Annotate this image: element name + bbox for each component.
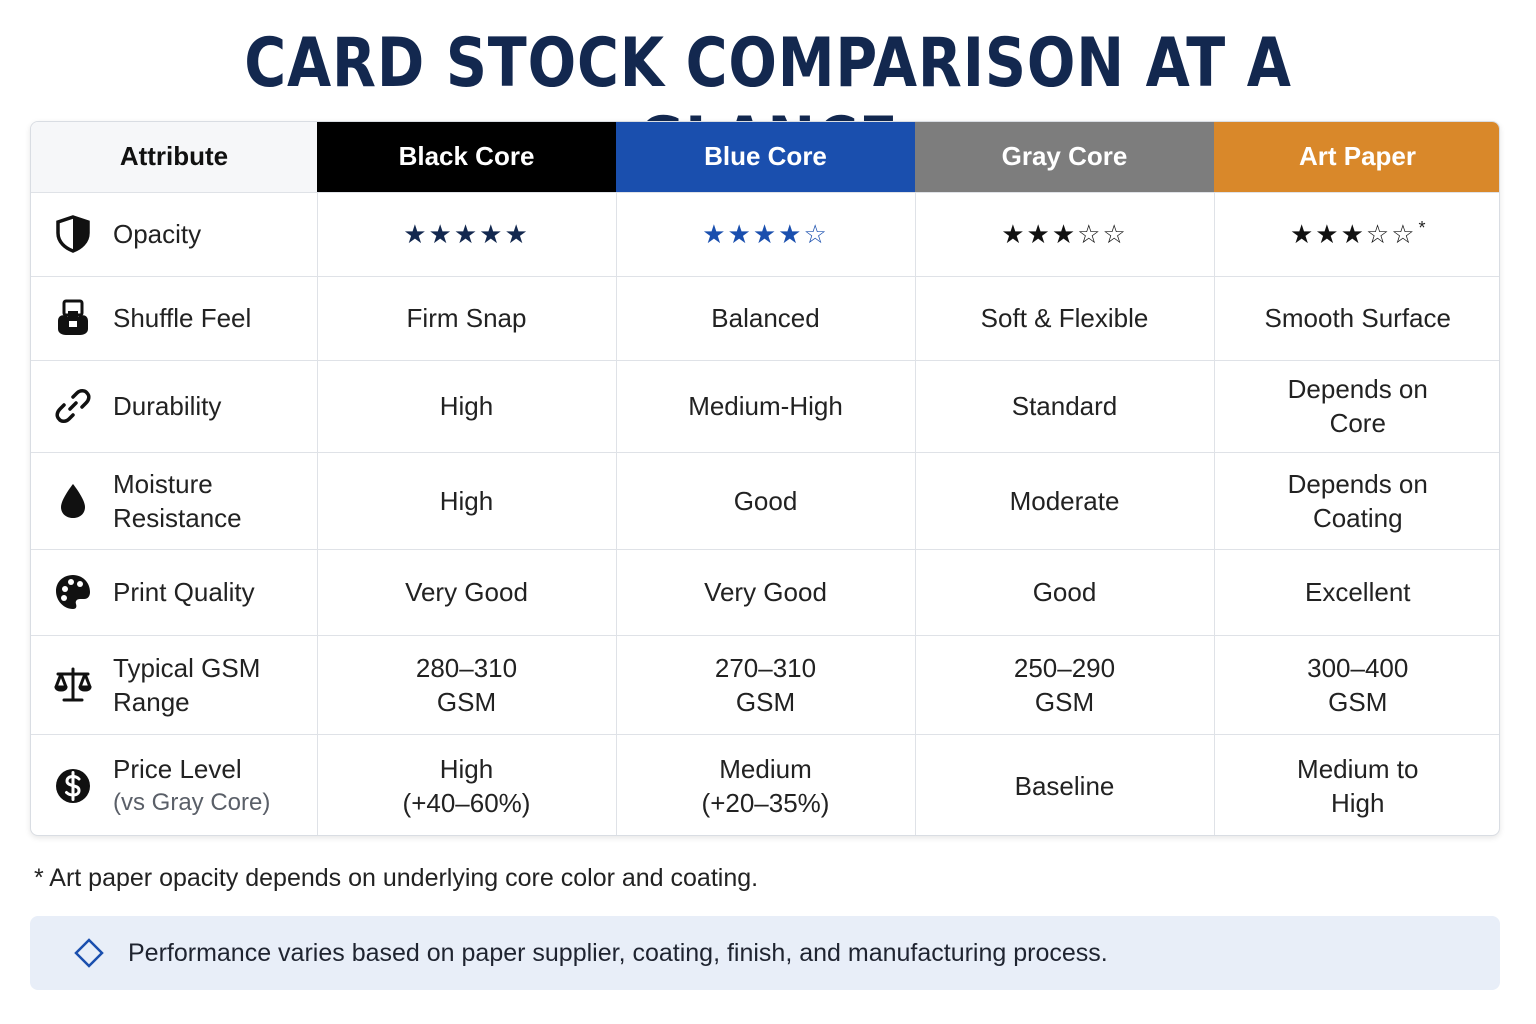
cell-line: Medium to bbox=[1297, 753, 1419, 784]
attribute-sublabel: (vs Gray Core) bbox=[113, 788, 271, 816]
cell-line: High bbox=[439, 753, 494, 784]
link-icon bbox=[53, 386, 93, 426]
comparison-table: Attribute Black Core Blue Core Gray Core… bbox=[30, 121, 1500, 836]
diamond-icon bbox=[74, 938, 104, 968]
table-row-durability: Durability High Medium-High Standard Dep… bbox=[31, 359, 1499, 452]
attribute-cell: Print Quality bbox=[31, 548, 317, 635]
star-rating: ★★★★☆ bbox=[702, 219, 829, 250]
cell-art-moisture: Depends on Coating bbox=[1213, 451, 1499, 549]
star-rating: ★★★☆☆ bbox=[1001, 219, 1128, 250]
cell-line: 250–290 bbox=[1013, 652, 1116, 683]
table-header-row: Attribute Black Core Blue Core Gray Core… bbox=[31, 122, 1499, 192]
cell-art-print: Excellent bbox=[1213, 548, 1499, 635]
cell-art-opacity: ★★★☆☆ * bbox=[1213, 191, 1499, 276]
cell-blue-print: Very Good bbox=[615, 548, 915, 635]
table-row-print-quality: Print Quality Very Good Very Good Good E… bbox=[31, 548, 1499, 635]
palette-icon bbox=[53, 572, 93, 612]
header-blue-core: Blue Core bbox=[616, 122, 915, 192]
cell-gray-print: Good bbox=[914, 548, 1214, 635]
table-row-shuffle-feel: Shuffle Feel Firm Snap Balanced Soft & F… bbox=[31, 275, 1499, 360]
cell-gray-price: Baseline bbox=[914, 733, 1214, 835]
star-rating: ★★★★★ bbox=[403, 219, 530, 250]
cell-gray-durability: Standard bbox=[914, 359, 1214, 452]
attribute-label: Opacity bbox=[113, 219, 202, 249]
banner-text: Performance varies based on paper suppli… bbox=[128, 938, 1108, 967]
attribute-cell: Opacity bbox=[31, 191, 317, 276]
cell-art-price: Medium to High bbox=[1213, 733, 1499, 835]
cell-line: Depends on bbox=[1287, 468, 1428, 499]
cell-line: 280–310 bbox=[415, 652, 518, 683]
cell-gray-opacity: ★★★☆☆ bbox=[914, 191, 1214, 276]
attribute-label: Shuffle Feel bbox=[113, 303, 252, 333]
attribute-label: Price Level bbox=[113, 753, 242, 784]
cell-art-gsm: 300–400 GSM bbox=[1213, 634, 1499, 734]
attribute-cell: Moisture Resistance bbox=[31, 451, 317, 549]
cell-blue-price: Medium (+20–35%) bbox=[615, 733, 915, 835]
info-banner: Performance varies based on paper suppli… bbox=[30, 916, 1500, 990]
header-attribute: Attribute bbox=[31, 122, 317, 192]
header-black-core: Black Core bbox=[317, 122, 616, 192]
cell-art-shuffle: Smooth Surface bbox=[1213, 275, 1499, 360]
shield-icon bbox=[53, 214, 93, 254]
cell-line: Core bbox=[1329, 408, 1386, 438]
attribute-cell: Shuffle Feel bbox=[31, 275, 317, 360]
cell-blue-gsm: 270–310 GSM bbox=[615, 634, 915, 734]
table-row-opacity: Opacity ★★★★★ ★★★★☆ ★★★☆☆ ★★★☆☆ * bbox=[31, 191, 1499, 276]
cell-black-durability: High bbox=[316, 359, 616, 452]
attribute-label: Print Quality bbox=[113, 577, 255, 607]
cell-line: 300–400 bbox=[1307, 652, 1409, 683]
attribute-label: Range bbox=[113, 686, 190, 717]
water-drop-icon bbox=[53, 481, 93, 521]
cell-blue-shuffle: Balanced bbox=[615, 275, 915, 360]
header-art-paper: Art Paper bbox=[1214, 122, 1499, 192]
cell-line: Coating bbox=[1312, 502, 1403, 533]
cell-line: (+20–35%) bbox=[701, 787, 830, 818]
attribute-cell: Typical GSM Range bbox=[31, 634, 317, 734]
table-row-moisture-resistance: Moisture Resistance High Good Moderate D… bbox=[31, 451, 1499, 549]
cell-blue-moisture: Good bbox=[615, 451, 915, 549]
cell-line: GSM bbox=[1034, 686, 1095, 717]
cell-black-moisture: High bbox=[316, 451, 616, 549]
attribute-label: Durability bbox=[113, 391, 222, 421]
attribute-label: Moisture bbox=[113, 468, 213, 499]
attribute-cell: Price Level (vs Gray Core) bbox=[31, 733, 317, 835]
attribute-cell: Durability bbox=[31, 359, 317, 452]
cell-art-durability: Depends on Core bbox=[1213, 359, 1499, 452]
cell-blue-opacity: ★★★★☆ bbox=[615, 191, 915, 276]
table-row-price-level: Price Level (vs Gray Core) High (+40–60%… bbox=[31, 733, 1499, 835]
cell-blue-durability: Medium-High bbox=[615, 359, 915, 452]
cell-line: Medium bbox=[719, 753, 812, 784]
cell-black-opacity: ★★★★★ bbox=[316, 191, 616, 276]
footnote-marker: * bbox=[1418, 217, 1426, 238]
cell-black-price: High (+40–60%) bbox=[316, 733, 616, 835]
cell-line: Depends on bbox=[1287, 374, 1428, 404]
star-rating: ★★★☆☆ bbox=[1289, 219, 1417, 250]
scale-icon bbox=[53, 665, 93, 705]
attribute-label: Resistance bbox=[113, 502, 242, 533]
cell-black-print: Very Good bbox=[316, 548, 616, 635]
cell-line: GSM bbox=[436, 686, 497, 717]
cell-gray-shuffle: Soft & Flexible bbox=[914, 275, 1214, 360]
header-gray-core: Gray Core bbox=[915, 122, 1214, 192]
cell-gray-gsm: 250–290 GSM bbox=[914, 634, 1214, 734]
cell-line: 270–310 bbox=[714, 652, 817, 683]
hand-cards-icon bbox=[53, 298, 93, 338]
cell-line: GSM bbox=[735, 686, 796, 717]
table-row-gsm-range: Typical GSM Range 280–310 GSM 270–310 GS… bbox=[31, 634, 1499, 734]
cell-gray-moisture: Moderate bbox=[914, 451, 1214, 549]
cell-line: High bbox=[1331, 787, 1385, 818]
attribute-label: Typical GSM bbox=[113, 652, 261, 683]
cell-black-shuffle: Firm Snap bbox=[316, 275, 616, 360]
cell-black-gsm: 280–310 GSM bbox=[316, 634, 616, 734]
dollar-icon bbox=[53, 766, 93, 806]
footnote: * Art paper opacity depends on underlyin… bbox=[34, 864, 759, 892]
cell-line: GSM bbox=[1328, 686, 1388, 717]
cell-line: (+40–60%) bbox=[402, 787, 531, 818]
